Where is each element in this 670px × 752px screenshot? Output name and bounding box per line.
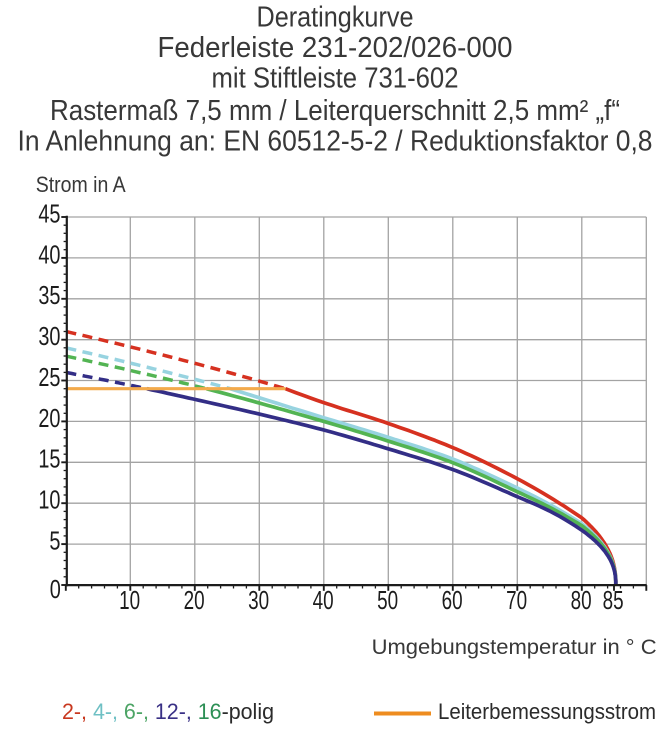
svg-text:Umgebungstemperatur in ° C: Umgebungstemperatur in ° C [372,635,657,659]
svg-text:Rastermaß 7,5 mm / Leiterquers: Rastermaß 7,5 mm / Leiterquerschnitt 2,5… [50,95,620,127]
svg-text:10: 10 [38,485,60,514]
svg-text:2-, 4-, 6-, 12-, 16-polig: 2-, 4-, 6-, 12-, 16-polig [62,699,274,724]
svg-text:60: 60 [442,586,463,614]
svg-text:0: 0 [50,575,61,604]
svg-text:30: 30 [38,322,60,351]
svg-text:70: 70 [506,586,527,614]
svg-text:35: 35 [38,281,60,310]
svg-text:40: 40 [38,240,60,269]
svg-text:20: 20 [184,586,205,614]
svg-text:85: 85 [603,586,624,614]
svg-text:40: 40 [313,586,334,614]
svg-text:10: 10 [119,586,140,614]
svg-text:mit Stiftleiste 731-602: mit Stiftleiste 731-602 [212,63,459,95]
svg-text:5: 5 [49,526,60,555]
svg-text:30: 30 [248,586,269,614]
svg-text:Strom in A: Strom in A [36,172,126,197]
svg-text:80: 80 [571,586,592,614]
svg-text:15: 15 [38,444,60,473]
svg-text:50: 50 [377,586,398,614]
svg-text:45: 45 [38,199,60,228]
svg-text:25: 25 [38,362,60,391]
svg-text:In Anlehnung an: EN 60512-5-2: In Anlehnung an: EN 60512-5-2 / Reduktio… [18,126,653,158]
svg-text:Deratingkurve: Deratingkurve [257,2,414,34]
svg-text:20: 20 [38,403,60,432]
svg-text:Leiterbemessungsstrom: Leiterbemessungsstrom [438,699,656,724]
svg-text:Federleiste 231-202/026-000: Federleiste 231-202/026-000 [158,32,513,64]
